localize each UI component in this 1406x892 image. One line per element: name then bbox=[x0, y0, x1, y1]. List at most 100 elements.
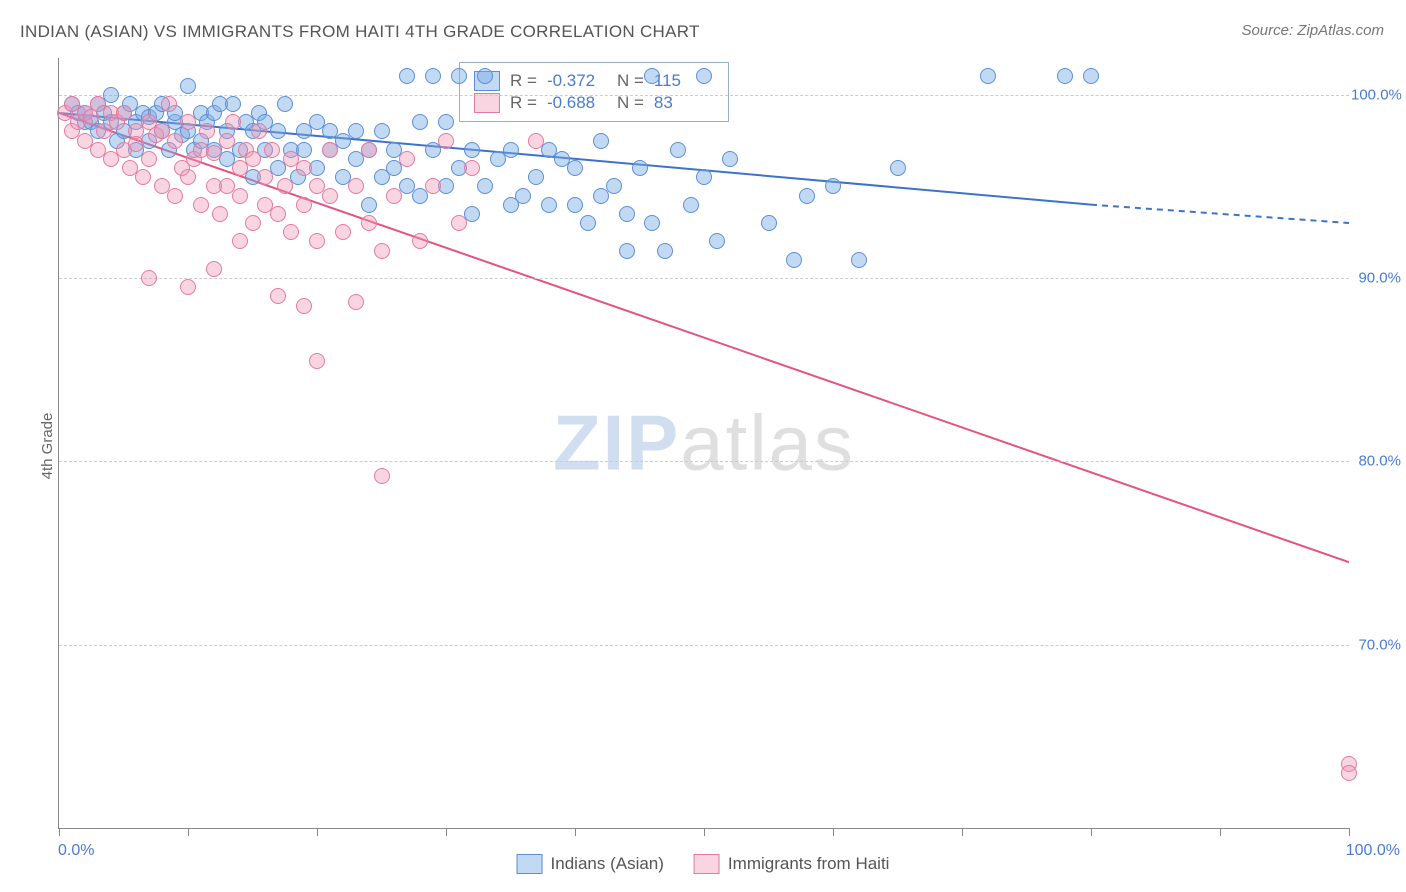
data-point bbox=[219, 133, 235, 149]
y-tick-label: 70.0% bbox=[1351, 636, 1401, 653]
data-point bbox=[644, 68, 660, 84]
data-point bbox=[606, 178, 622, 194]
bottom-legend: Indians (Asian) Immigrants from Haiti bbox=[517, 854, 890, 874]
data-point bbox=[580, 215, 596, 231]
chart-title: INDIAN (ASIAN) VS IMMIGRANTS FROM HAITI … bbox=[20, 22, 700, 42]
x-tick bbox=[1091, 828, 1092, 836]
data-point bbox=[167, 188, 183, 204]
gridline bbox=[59, 278, 1349, 279]
data-point bbox=[141, 270, 157, 286]
data-point bbox=[1057, 68, 1073, 84]
y-tick-label: 90.0% bbox=[1351, 270, 1401, 287]
data-point bbox=[825, 178, 841, 194]
data-point bbox=[296, 298, 312, 314]
data-point bbox=[245, 151, 261, 167]
data-point bbox=[212, 206, 228, 222]
data-point bbox=[335, 224, 351, 240]
x-tick bbox=[575, 828, 576, 836]
watermark-bold: ZIP bbox=[553, 399, 680, 487]
x-tick bbox=[317, 828, 318, 836]
data-point bbox=[283, 224, 299, 240]
stats-row: R =-0.688N =83 bbox=[474, 93, 714, 113]
plot-area: ZIPatlas R =-0.372N =115R =-0.688N =83 7… bbox=[58, 58, 1349, 829]
data-point bbox=[657, 243, 673, 259]
data-point bbox=[412, 114, 428, 130]
data-point bbox=[709, 233, 725, 249]
data-point bbox=[180, 78, 196, 94]
watermark: ZIPatlas bbox=[553, 398, 855, 489]
data-point bbox=[399, 68, 415, 84]
y-tick-label: 100.0% bbox=[1351, 86, 1401, 103]
data-point bbox=[412, 233, 428, 249]
data-point bbox=[451, 215, 467, 231]
data-point bbox=[270, 288, 286, 304]
data-point bbox=[890, 160, 906, 176]
legend-item: Immigrants from Haiti bbox=[694, 854, 890, 874]
data-point bbox=[683, 197, 699, 213]
data-point bbox=[593, 133, 609, 149]
data-point bbox=[541, 197, 557, 213]
data-point bbox=[296, 160, 312, 176]
data-point bbox=[438, 114, 454, 130]
data-point bbox=[135, 169, 151, 185]
data-point bbox=[567, 160, 583, 176]
data-point bbox=[528, 169, 544, 185]
data-point bbox=[696, 169, 712, 185]
data-point bbox=[245, 215, 261, 231]
data-point bbox=[515, 188, 531, 204]
gridline bbox=[59, 461, 1349, 462]
data-point bbox=[799, 188, 815, 204]
x-tick bbox=[1220, 828, 1221, 836]
data-point bbox=[464, 142, 480, 158]
x-tick bbox=[446, 828, 447, 836]
data-point bbox=[322, 142, 338, 158]
data-point bbox=[1083, 68, 1099, 84]
data-point bbox=[670, 142, 686, 158]
data-point bbox=[696, 68, 712, 84]
data-point bbox=[128, 136, 144, 152]
legend-item: Indians (Asian) bbox=[517, 854, 664, 874]
data-point bbox=[232, 188, 248, 204]
data-point bbox=[180, 114, 196, 130]
data-point bbox=[619, 243, 635, 259]
r-value: -0.688 bbox=[547, 93, 607, 113]
x-axis-max-label: 100.0% bbox=[1346, 842, 1400, 860]
data-point bbox=[161, 96, 177, 112]
data-point bbox=[361, 215, 377, 231]
x-tick bbox=[59, 828, 60, 836]
data-point bbox=[309, 233, 325, 249]
legend-label: Indians (Asian) bbox=[551, 854, 664, 874]
data-point bbox=[180, 169, 196, 185]
data-point bbox=[761, 215, 777, 231]
data-point bbox=[425, 68, 441, 84]
data-point bbox=[528, 133, 544, 149]
data-point bbox=[199, 123, 215, 139]
data-point bbox=[477, 68, 493, 84]
data-point bbox=[348, 178, 364, 194]
data-point bbox=[322, 188, 338, 204]
data-point bbox=[348, 294, 364, 310]
data-point bbox=[264, 142, 280, 158]
data-point bbox=[851, 252, 867, 268]
x-tick bbox=[704, 828, 705, 836]
data-point bbox=[386, 188, 402, 204]
data-point bbox=[361, 197, 377, 213]
x-tick bbox=[962, 828, 963, 836]
data-point bbox=[464, 160, 480, 176]
legend-swatch bbox=[694, 854, 720, 874]
data-point bbox=[141, 151, 157, 167]
data-point bbox=[251, 123, 267, 139]
data-point bbox=[206, 145, 222, 161]
x-axis-min-label: 0.0% bbox=[58, 842, 94, 860]
data-point bbox=[296, 197, 312, 213]
r-label: R = bbox=[510, 93, 537, 113]
x-tick bbox=[833, 828, 834, 836]
legend-label: Immigrants from Haiti bbox=[728, 854, 890, 874]
x-tick bbox=[1349, 828, 1350, 836]
y-axis-label: 4th Grade bbox=[39, 413, 56, 480]
legend-swatch bbox=[474, 93, 500, 113]
data-point bbox=[477, 178, 493, 194]
n-label: N = bbox=[617, 71, 644, 91]
data-point bbox=[257, 169, 273, 185]
data-point bbox=[206, 261, 222, 277]
